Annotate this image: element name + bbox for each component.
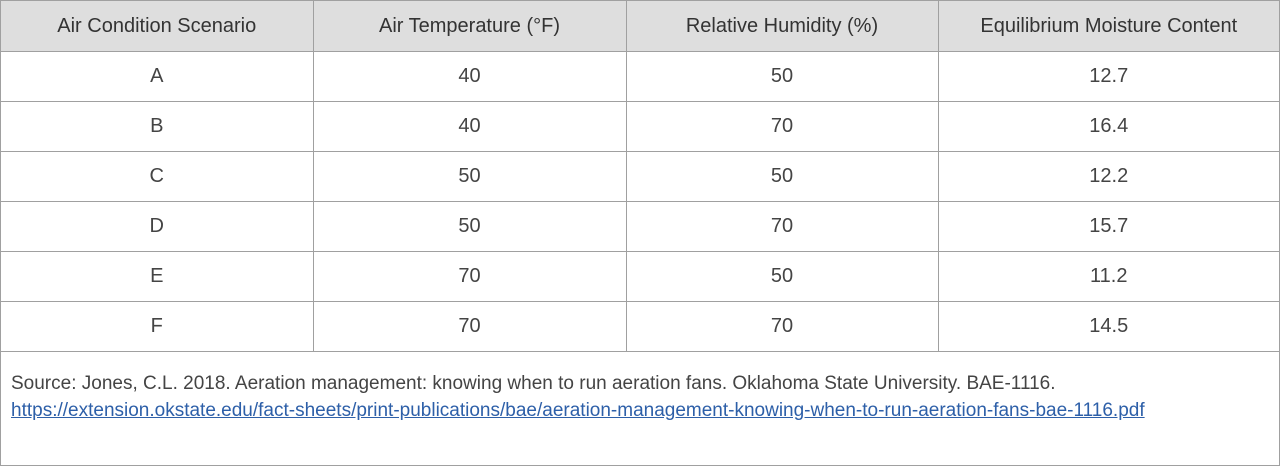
table-cell: D xyxy=(1,201,314,252)
table-cell: 50 xyxy=(312,151,627,202)
table-cell: 70 xyxy=(625,101,939,152)
table-row: F 70 70 14.5 xyxy=(1,301,1279,352)
data-table: Air Condition Scenario Air Temperature (°… xyxy=(1,1,1279,352)
table-row: C 50 50 12.2 xyxy=(1,151,1279,202)
table-cell: 50 xyxy=(625,251,939,302)
column-header: Equilibrium Moisture Content xyxy=(937,1,1279,52)
source-link[interactable]: https://extension.okstate.edu/fact-sheet… xyxy=(11,400,1145,421)
table-cell: B xyxy=(1,101,314,152)
table-row: D 50 70 15.7 xyxy=(1,201,1279,252)
header-row: Air Condition Scenario Air Temperature (°… xyxy=(1,1,1279,52)
table-cell: 12.7 xyxy=(937,51,1279,102)
table-cell: 14.5 xyxy=(937,301,1279,352)
table-cell: 12.2 xyxy=(937,151,1279,202)
column-header: Air Temperature (°F) xyxy=(312,1,627,52)
table-cell: 50 xyxy=(625,151,939,202)
table-cell: C xyxy=(1,151,314,202)
table-cell: 70 xyxy=(312,251,627,302)
table-cell: 70 xyxy=(625,201,939,252)
column-header: Air Condition Scenario xyxy=(1,1,314,52)
table-row: B 40 70 16.4 xyxy=(1,101,1279,152)
table-row: E 70 50 11.2 xyxy=(1,251,1279,302)
source-text: Source: Jones, C.L. 2018. Aeration manag… xyxy=(11,373,1056,394)
table-cell: 50 xyxy=(625,51,939,102)
table-cell: 15.7 xyxy=(937,201,1279,252)
table-cell: A xyxy=(1,51,314,102)
column-header: Relative Humidity (%) xyxy=(625,1,939,52)
source-note: Source: Jones, C.L. 2018. Aeration manag… xyxy=(1,352,1279,424)
table-body: A 40 50 12.7 B 40 70 16.4 C 50 50 12.2 D 50 70 15.7 E 70 5… xyxy=(1,51,1279,352)
table-cell: 40 xyxy=(312,101,627,152)
table-cell: 16.4 xyxy=(937,101,1279,152)
table-cell: F xyxy=(1,301,314,352)
table-cell: 50 xyxy=(312,201,627,252)
table-cell: 70 xyxy=(312,301,627,352)
table-cell: 40 xyxy=(312,51,627,102)
table-cell: 70 xyxy=(625,301,939,352)
table-row: A 40 50 12.7 xyxy=(1,51,1279,102)
table-cell: E xyxy=(1,251,314,302)
table-cell: 11.2 xyxy=(937,251,1279,302)
